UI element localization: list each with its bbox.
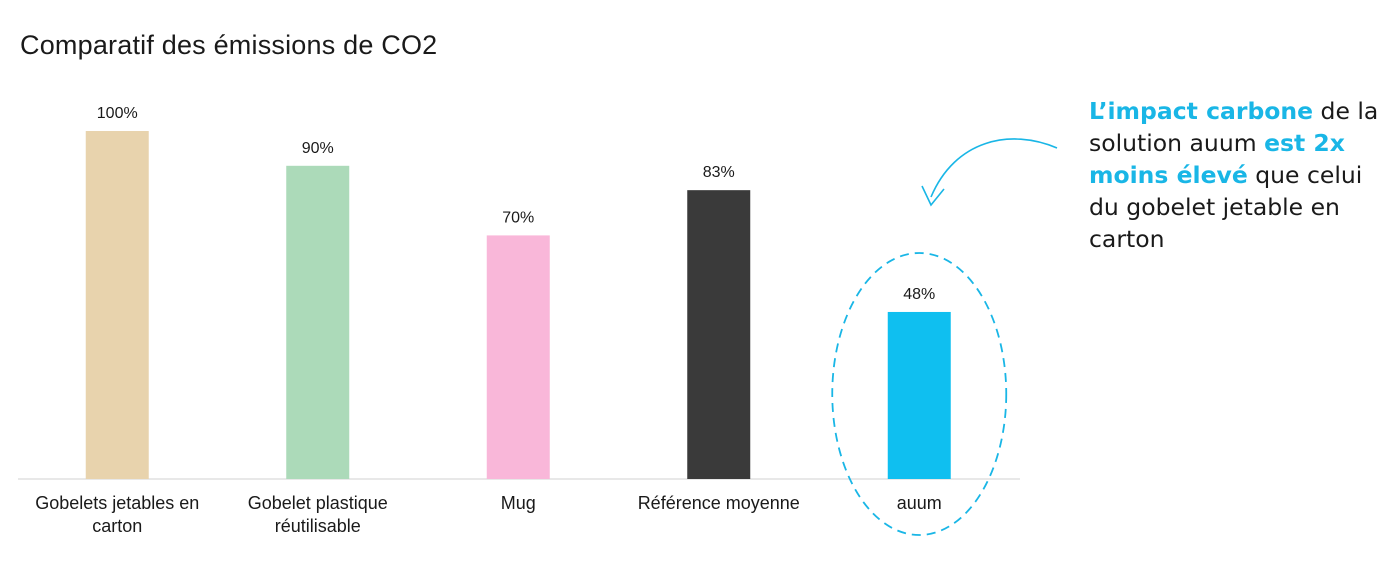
bar-value-label: 90% xyxy=(302,140,334,157)
bar-value-label: 70% xyxy=(502,209,534,226)
category-label: Mug xyxy=(501,493,536,513)
category-label: Gobelets jetables en carton xyxy=(35,493,199,536)
bar-chart: 100% Gobelets jetables en carton 90% Gobelet… xyxy=(18,105,1020,536)
bar xyxy=(687,190,751,479)
highlight-ellipse xyxy=(831,252,1008,536)
callout-text-4: que celui du gobelet jetable en carton xyxy=(1089,161,1363,253)
callout-arrow-curve xyxy=(930,138,1058,198)
bar xyxy=(286,165,350,480)
bar-value-label: 100% xyxy=(97,105,138,122)
bar xyxy=(486,235,550,479)
callout-highlight-2: est 2x moins élevé xyxy=(1089,129,1345,189)
callout-highlight-1: L’impact carbone xyxy=(1089,97,1314,125)
category-label: auum xyxy=(897,493,942,513)
callout-text: L’impact carbone de la solution auum est… xyxy=(1089,95,1395,255)
bar-value-label: 48% xyxy=(903,286,935,303)
bar-value-label: 83% xyxy=(703,164,735,181)
bar xyxy=(85,131,149,479)
category-label: Référence moyenne xyxy=(638,493,800,513)
category-label: Gobelet plastique réutilisable xyxy=(248,493,388,536)
chart-title: Comparatif des émissions de CO2 xyxy=(20,30,438,60)
callout-arrow-head xyxy=(921,185,945,207)
bar xyxy=(887,311,951,479)
callout-text-2: de la solution auum xyxy=(1089,97,1379,157)
